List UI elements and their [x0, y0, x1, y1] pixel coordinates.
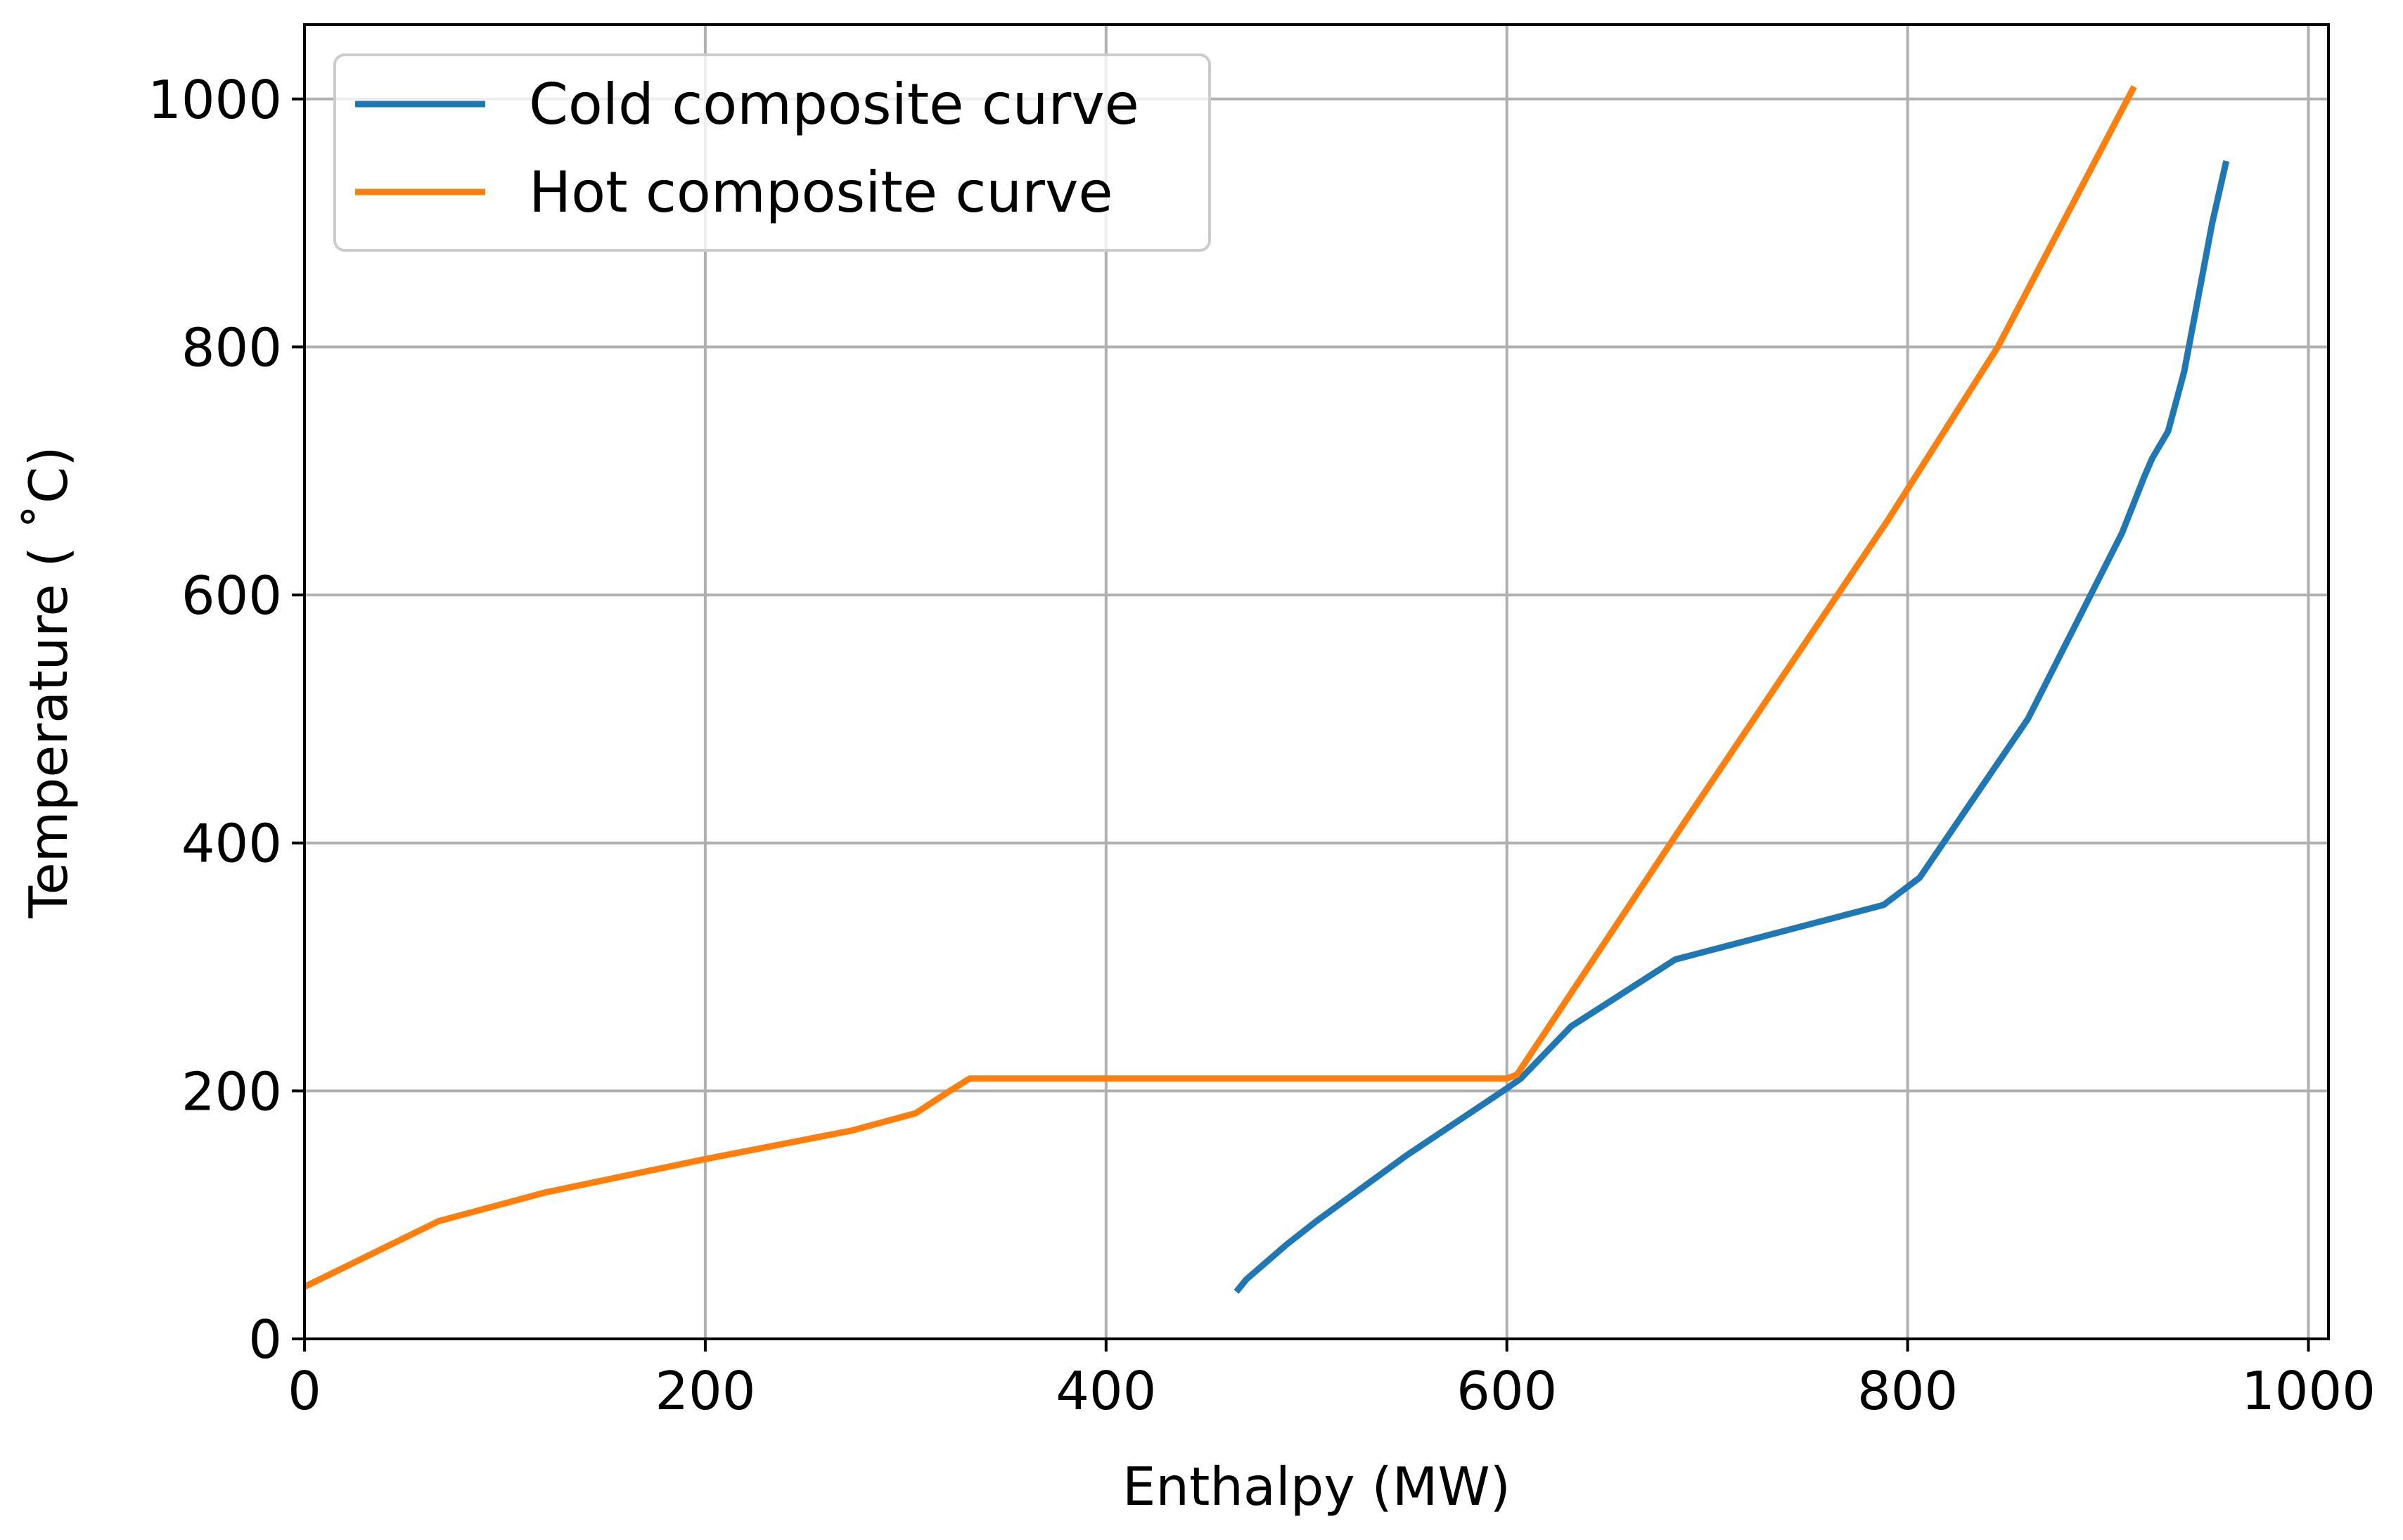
- axis-ticks: 0 200 400 600 800 1000 0 200 400 600 800 1000: [148, 69, 2376, 1422]
- series-layer: [303, 85, 2230, 1294]
- y-tick-label: 1000: [148, 69, 282, 131]
- y-tick-label: 200: [181, 1060, 282, 1122]
- x-tick-label: 1000: [2241, 1360, 2376, 1422]
- legend: Cold composite curve Hot composite curve: [333, 53, 1211, 252]
- plot-frame: [303, 23, 2330, 1340]
- legend-label-hot: Hot composite curve: [529, 160, 1113, 225]
- x-tick-label: 200: [655, 1360, 755, 1422]
- x-tick-label: 600: [1456, 1360, 1557, 1422]
- legend-label-cold: Cold composite curve: [529, 72, 1139, 137]
- y-axis-label: Temperature ( ˚C): [18, 446, 79, 918]
- y-tick-label: 800: [181, 316, 282, 378]
- y-tick-label: 0: [248, 1309, 282, 1371]
- x-tick-label: 400: [1056, 1360, 1156, 1422]
- x-tick-label: 800: [1857, 1360, 1958, 1422]
- x-tick-label: 0: [288, 1360, 321, 1422]
- y-tick-label: 400: [181, 813, 282, 875]
- y-tick-label: 600: [181, 565, 282, 627]
- cold-composite-curve: [1233, 160, 2230, 1294]
- x-axis-label: Enthalpy (MW): [1122, 1456, 1511, 1517]
- hot-composite-curve: [303, 85, 2137, 1290]
- legend-box: [333, 53, 1211, 252]
